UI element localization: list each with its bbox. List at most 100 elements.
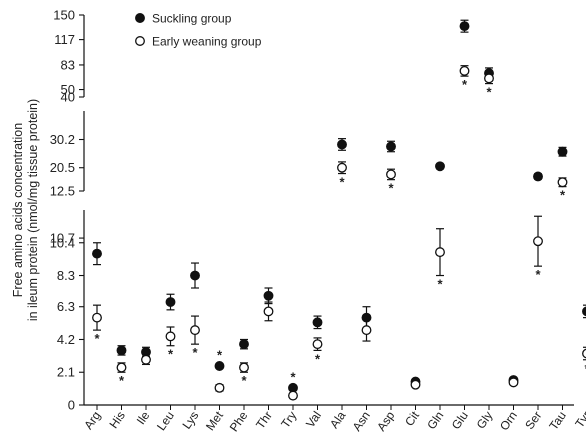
suckling-point xyxy=(361,312,372,323)
early-weaning-point xyxy=(557,177,568,188)
early-weaning-point xyxy=(508,377,519,388)
y-tick-label: 10.7 xyxy=(50,231,75,246)
suckling-point xyxy=(533,171,543,182)
x-category-label: Ala xyxy=(327,408,349,431)
y-tick-label: 40 xyxy=(61,90,75,105)
significance-star: * xyxy=(168,347,174,362)
y-tick-label: 0 xyxy=(68,398,75,413)
suckling-point xyxy=(386,141,396,152)
early-weaning-point xyxy=(533,236,543,247)
legend-label: Early weaning group xyxy=(152,35,262,49)
early-weaning-point xyxy=(116,362,127,373)
y-tick-label: 150 xyxy=(53,8,75,23)
suckling-point xyxy=(92,248,102,259)
y-tick-label: 83 xyxy=(61,57,75,72)
x-category-label: Met xyxy=(203,408,226,433)
legend-label: Suckling group xyxy=(152,12,232,26)
x-category-label: Gln xyxy=(424,409,446,432)
x-category-label: Try xyxy=(278,409,299,431)
suckling-point xyxy=(312,317,323,328)
y-tick-label: 20.5 xyxy=(50,160,75,175)
x-category-label: Lys xyxy=(180,409,202,432)
suckling-point xyxy=(582,306,586,317)
early-weaning-point xyxy=(263,306,274,317)
significance-star: * xyxy=(217,348,223,363)
x-category-label: Asp xyxy=(374,408,398,433)
y-tick-label: 6.3 xyxy=(57,299,75,314)
y-axis-title-line-1: Free amino acids concentration xyxy=(11,123,25,297)
suckling-point xyxy=(116,345,127,356)
significance-star: * xyxy=(535,267,541,282)
significance-star: * xyxy=(290,370,296,385)
y-tick-label: 8.3 xyxy=(57,268,75,283)
x-category-label: Glu xyxy=(449,409,471,432)
significance-star: * xyxy=(486,85,492,100)
x-category-label: Phe xyxy=(227,408,251,434)
legend-marker xyxy=(135,36,145,46)
error-bars xyxy=(93,19,586,399)
y-tick-label: 117 xyxy=(54,32,75,47)
legend-marker xyxy=(135,13,145,23)
early-weaning-point xyxy=(582,348,586,359)
y-tick-label: 50 xyxy=(61,82,75,97)
early-weaning-point xyxy=(435,247,445,258)
significance-star: * xyxy=(192,345,198,360)
early-weaning-point xyxy=(239,362,249,373)
x-category-label: Thr xyxy=(253,409,275,432)
x-category-label: Tyr xyxy=(572,409,586,431)
y-tick-label: 4.2 xyxy=(57,332,75,347)
x-category-label: Tau xyxy=(546,409,569,433)
data-markers xyxy=(92,21,586,401)
x-category-label: Asn xyxy=(350,409,373,434)
early-weaning-point xyxy=(484,73,494,84)
early-weaning-point xyxy=(312,339,323,350)
y-tick-label: 10.4 xyxy=(50,235,75,250)
x-category-label: Ser xyxy=(522,409,544,432)
y-tick-label: 30.2 xyxy=(50,132,75,147)
suckling-point xyxy=(557,146,568,157)
y-tick-label: 2.1 xyxy=(57,365,75,380)
suckling-point xyxy=(263,290,274,301)
suckling-point xyxy=(337,139,347,150)
significance-star: * xyxy=(437,277,443,292)
significance-star: * xyxy=(560,188,566,203)
significance-star: * xyxy=(241,373,247,388)
early-weaning-point xyxy=(337,162,347,173)
early-weaning-point xyxy=(410,379,421,390)
suckling-point xyxy=(214,361,225,371)
x-category-label: Gly xyxy=(474,409,496,432)
x-category-label: Arg xyxy=(81,409,103,432)
x-category-label: Cit xyxy=(402,408,422,429)
suckling-point xyxy=(435,161,445,172)
x-category-label: Leu xyxy=(154,409,177,433)
early-weaning-point xyxy=(141,354,151,365)
legend: Suckling group Early weaning group xyxy=(135,12,262,49)
suckling-point xyxy=(190,270,200,281)
significance-star: * xyxy=(119,373,125,388)
significance-star: * xyxy=(584,361,586,376)
suckling-point xyxy=(239,339,249,350)
suckling-point xyxy=(165,297,176,307)
y-axis-title-line-2: in ileum protein (nmol/mg tissue protein… xyxy=(26,99,40,321)
significance-star: * xyxy=(315,351,321,366)
significance-star: * xyxy=(462,77,468,92)
x-category-label: Orn xyxy=(497,409,520,433)
early-weaning-point xyxy=(386,169,396,180)
significance-star: * xyxy=(388,181,394,196)
early-weaning-point xyxy=(288,390,298,401)
suckling-point xyxy=(459,21,470,32)
significance-markers: * * * * * * * * * * * * * * * * xyxy=(94,77,586,388)
early-weaning-point xyxy=(165,331,176,342)
early-weaning-point xyxy=(92,312,102,323)
x-category-label: Ile xyxy=(134,408,153,427)
axes: 50 83 117 150 10.7 20.5 30.2 40 0 2.1 4.2 6.3 8.3 10.… xyxy=(50,8,574,413)
y-axis-label: Free amino acids concentration in ileum p… xyxy=(11,99,40,321)
significance-star: * xyxy=(339,175,345,190)
y-tick-label: 12.5 xyxy=(50,184,75,199)
early-weaning-point xyxy=(459,65,470,76)
x-category-labels: Arg His Ile Leu Lys Met Phe Thr Try Val Ala Asn Asp C… xyxy=(81,408,586,434)
x-category-label: His xyxy=(107,409,128,431)
early-weaning-point xyxy=(190,325,200,336)
significance-star: * xyxy=(94,331,100,346)
